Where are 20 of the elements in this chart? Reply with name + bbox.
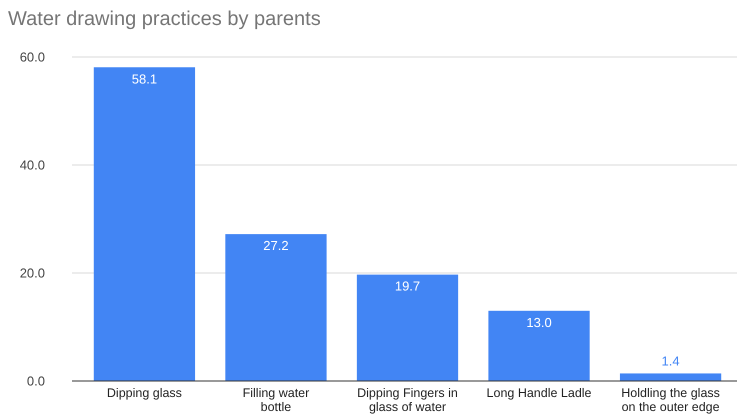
data-label: 19.7 — [394, 278, 420, 294]
data-label: 58.1 — [132, 71, 158, 86]
x-tick-label: Holdling the glass on the outer edge — [621, 386, 720, 414]
bar — [488, 310, 590, 381]
chart-title: Water drawing practices by parents — [8, 8, 321, 30]
y-tick-label: 20.0 — [20, 266, 45, 281]
x-tick-label: Filling water bottle — [242, 386, 310, 414]
bar — [620, 373, 722, 381]
y-tick-label: 60.0 — [20, 50, 45, 65]
y-tick-label: 0.0 — [26, 374, 45, 389]
x-tick-label: Dipping glass — [106, 386, 182, 400]
y-tick-label: 40.0 — [20, 158, 45, 173]
bar — [225, 234, 327, 381]
data-label: 13.0 — [526, 314, 552, 330]
data-label: 1.4 — [662, 353, 680, 368]
data-label: 27.2 — [263, 238, 289, 254]
x-tick-label: Dipping Fingers in glass of water — [357, 386, 458, 414]
bar — [356, 274, 458, 381]
x-tick-label: Long Handle Ladle — [486, 386, 592, 400]
bar — [94, 67, 196, 381]
